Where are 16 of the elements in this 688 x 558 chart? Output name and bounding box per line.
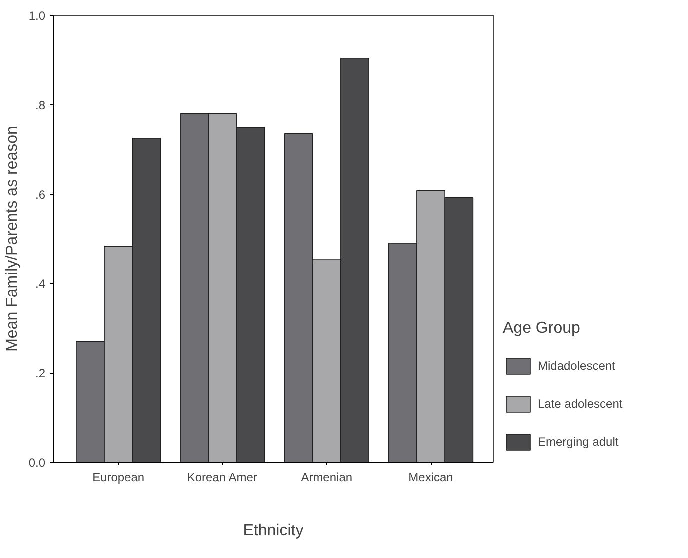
y-axis-title: Mean Family/Parents as reason	[4, 126, 21, 352]
x-tick-label: European	[92, 470, 145, 484]
x-tick-label: Korean Amer	[187, 470, 258, 484]
legend-title: Age Group	[503, 320, 582, 338]
x-tick-label: Mexican	[408, 470, 454, 484]
legend-label: Late adolescent	[538, 397, 623, 411]
y-tick-label: 1.0	[28, 9, 46, 23]
x-tick-label: Armenian	[301, 470, 353, 484]
y-tick-label: .2	[35, 366, 46, 381]
y-tick-label: .8	[35, 98, 46, 112]
x-axis-title: Ethnicity	[243, 522, 304, 540]
y-tick-label: .4	[35, 277, 46, 292]
y-tick-label: 0.0	[28, 456, 46, 470]
y-tick-label: .6	[35, 188, 46, 202]
legend-label: Midadolescent	[538, 359, 616, 373]
legend-label: Emerging adult	[538, 435, 619, 449]
